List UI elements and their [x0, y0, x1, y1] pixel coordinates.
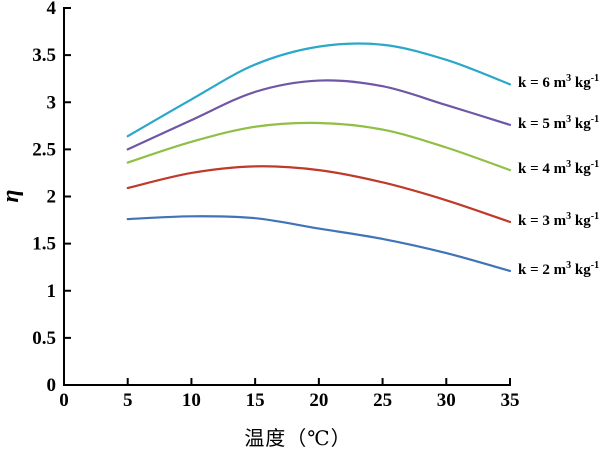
x-tick-label: 25: [373, 390, 392, 411]
y-tick-label: 3.5: [32, 45, 56, 66]
curve-k2: [126, 215, 512, 273]
y-tick-label: 1.5: [32, 234, 56, 255]
legend-label-k5: k = 5 m3 kg-1: [518, 113, 600, 132]
y-tick-label: 4: [47, 0, 57, 19]
x-axis-title: 温度（℃）: [244, 428, 352, 450]
y-tick-label: 0: [47, 375, 57, 396]
legend-label-k6: k = 6 m3 kg-1: [518, 73, 600, 92]
y-axis-title: η: [0, 189, 24, 203]
legend-label-k2: k = 2 m3 kg-1: [518, 259, 600, 278]
y-tick-label: 0.5: [32, 328, 56, 349]
curve-k3: [126, 165, 512, 224]
legend-label-k4: k = 4 m3 kg-1: [518, 159, 600, 178]
x-tick-label: 10: [182, 390, 201, 411]
curve-k4: [126, 121, 512, 172]
curve-k5: [126, 79, 512, 151]
x-tick-label: 20: [309, 390, 328, 411]
x-tick-label: 30: [437, 390, 456, 411]
curve-k6: [126, 42, 512, 138]
x-tick-label: 5: [123, 390, 133, 411]
y-tick-label: 2.5: [32, 139, 56, 160]
legend-label-k3: k = 3 m3 kg-1: [518, 210, 600, 229]
x-tick-label: 0: [59, 390, 69, 411]
x-tick-label: 35: [501, 390, 520, 411]
y-tick-label: 2: [47, 187, 57, 208]
y-tick-label: 1: [47, 281, 57, 302]
x-tick-label: 15: [246, 390, 265, 411]
y-tick-label: 3: [47, 92, 57, 113]
